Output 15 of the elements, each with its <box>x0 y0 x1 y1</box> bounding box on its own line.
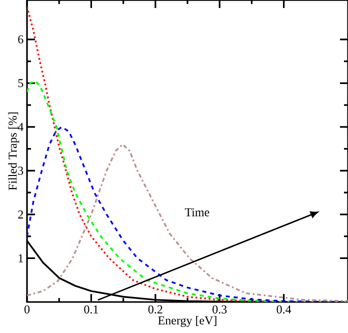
line-series <box>27 80 348 302</box>
x-tick-label: 0.1 <box>84 305 98 314</box>
y-tick-label: 2 <box>18 210 23 218</box>
annotation: Time <box>184 208 210 216</box>
x-tick-label: 0.2 <box>148 305 162 314</box>
x-tick-label: 0.3 <box>212 305 227 314</box>
y-tick-label: 6 <box>18 35 24 44</box>
x-tick-label: 0.4 <box>276 305 292 314</box>
y-tick-label: 1 <box>18 254 23 262</box>
y-axis-title: Filled Traps [%] <box>8 112 20 190</box>
x-axis-title: Energy [eV] <box>158 316 216 327</box>
y-tick-label: 3 <box>18 166 24 175</box>
x-tick-label: 0 <box>24 305 30 314</box>
y-tick-label: 4 <box>18 122 24 131</box>
y-tick-label: 5 <box>18 79 24 88</box>
